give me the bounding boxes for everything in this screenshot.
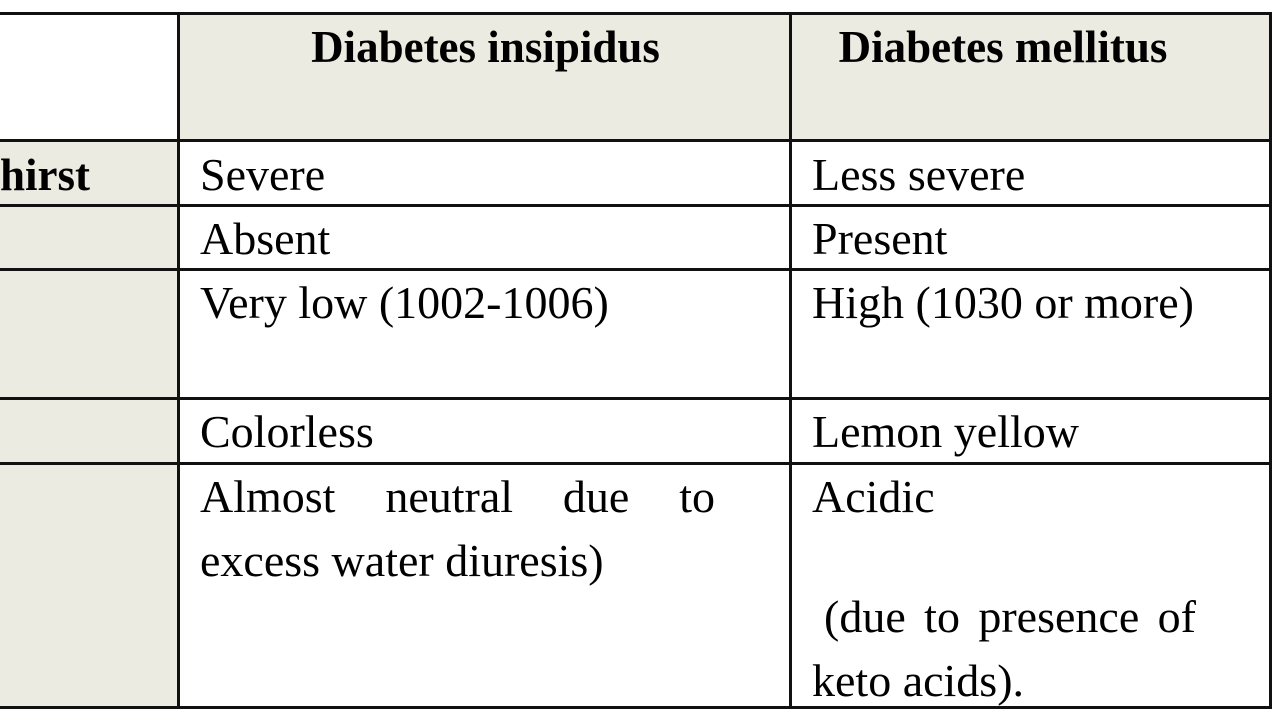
column-divider bbox=[789, 12, 792, 709]
header-diabetes-insipidus: Diabetes insipidus bbox=[311, 22, 660, 72]
cell-insipidus-row3: Very low (1002-1006) bbox=[200, 277, 609, 328]
border-right bbox=[1269, 12, 1272, 709]
cell-insipidus-row4: Colorless bbox=[200, 406, 374, 457]
row-divider bbox=[0, 462, 1272, 465]
cell-mellitus-thirst: Less severe bbox=[812, 149, 1026, 200]
column-divider bbox=[177, 12, 180, 709]
label-column-bg bbox=[0, 140, 179, 708]
header-diabetes-mellitus: Diabetes mellitus bbox=[793, 16, 1213, 78]
header-diabetes-mellitus-text: Diabetes mellitus bbox=[838, 22, 1168, 72]
row-divider bbox=[0, 139, 1272, 142]
header-cell-insipidus-bg bbox=[178, 13, 1270, 141]
cell-insipidus-row2: Absent bbox=[200, 213, 331, 264]
cell-insipidus-thirst: Severe bbox=[200, 149, 326, 200]
border-bottom bbox=[0, 706, 1272, 709]
cell-mellitus-row5: Acidic bbox=[812, 471, 935, 522]
cell-mellitus-row4: Lemon yellow bbox=[812, 406, 1079, 457]
row-divider bbox=[0, 397, 1272, 400]
row-divider bbox=[0, 204, 1272, 207]
cell-mellitus-row5-note: (due to presence of keto acids). bbox=[812, 591, 1196, 706]
cell-mellitus-row2: Present bbox=[812, 213, 948, 264]
row-label-thirst: hirst bbox=[0, 150, 90, 200]
border-top bbox=[0, 12, 1272, 15]
cell-mellitus-row3: High (1030 or more) bbox=[812, 277, 1194, 328]
cell-insipidus-row5: Almost neutral due to excess water diure… bbox=[200, 471, 715, 586]
row-divider bbox=[0, 268, 1272, 271]
